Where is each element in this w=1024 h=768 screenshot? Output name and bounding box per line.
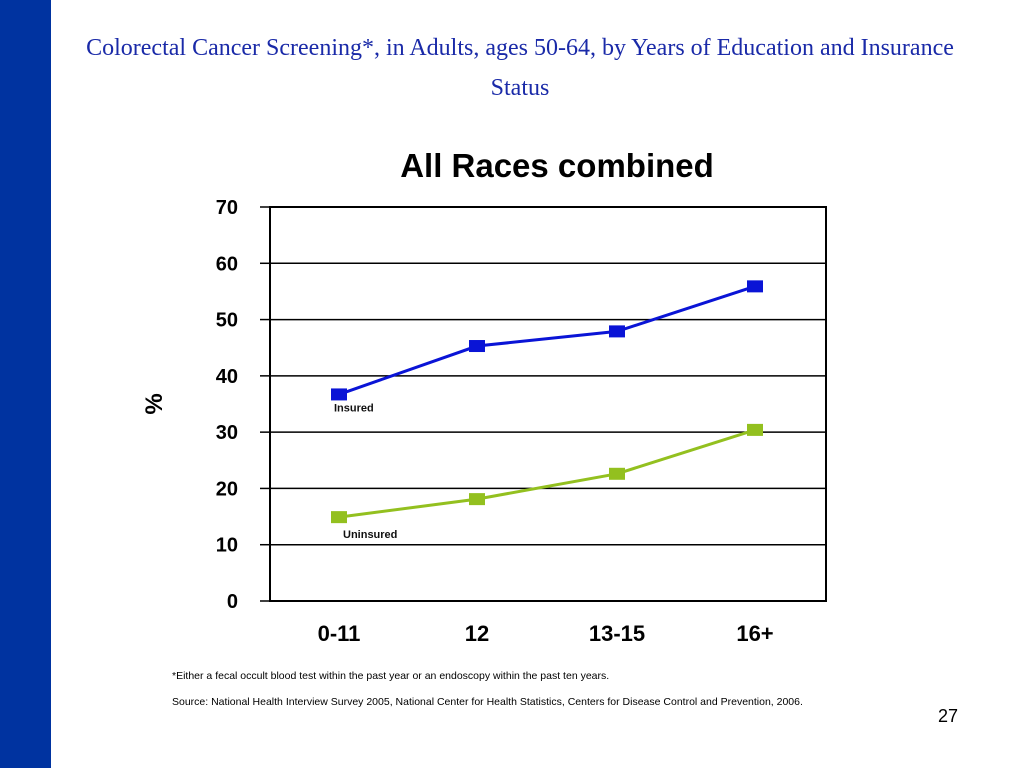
tick-labels: 0 10 20 30 40 50 60 70 0-11 12 13-15 16+ xyxy=(216,197,774,646)
series-line xyxy=(338,284,756,396)
y-tick-label: 0 xyxy=(227,591,238,613)
series-lines: Insured Uninsured xyxy=(331,280,763,541)
y-tick-label: 30 xyxy=(216,422,238,444)
y-tick-label: 50 xyxy=(216,310,238,332)
x-tick-label: 0-11 xyxy=(318,621,361,646)
axes xyxy=(260,206,827,602)
slide-title: Colorectal Cancer Screening*, in Adults,… xyxy=(86,35,954,101)
source-note: Source: National Health Interview Survey… xyxy=(172,696,803,708)
slide-number: 27 xyxy=(938,706,959,726)
data-point-marker xyxy=(331,388,347,401)
y-tick-label: 70 xyxy=(216,197,238,219)
series-line xyxy=(338,428,756,519)
y-tick-label: 20 xyxy=(216,478,238,500)
y-axis-label: % xyxy=(141,393,168,414)
series-label: Insured xyxy=(334,402,374,414)
x-tick-label: 16+ xyxy=(736,621,773,646)
data-point-marker xyxy=(469,340,485,353)
y-tick-label: 10 xyxy=(216,535,238,557)
data-point-marker xyxy=(609,325,625,338)
data-point-marker xyxy=(609,467,625,480)
data-point-marker xyxy=(331,511,347,524)
gridlines xyxy=(270,262,826,546)
chart-title: All Races combined xyxy=(400,147,714,184)
left-accent-bar xyxy=(0,0,51,768)
plot-frame xyxy=(269,206,827,602)
data-point-marker xyxy=(747,280,763,293)
data-point-marker xyxy=(469,493,485,506)
series-label: Uninsured xyxy=(343,529,397,541)
footnote: *Either a fecal occult blood test within… xyxy=(172,670,610,682)
x-tick-label: 13-15 xyxy=(589,621,645,646)
y-tick-label: 60 xyxy=(216,253,238,275)
data-point-marker xyxy=(747,423,763,436)
x-tick-label: 12 xyxy=(465,621,489,646)
y-tick-label: 40 xyxy=(216,366,238,388)
